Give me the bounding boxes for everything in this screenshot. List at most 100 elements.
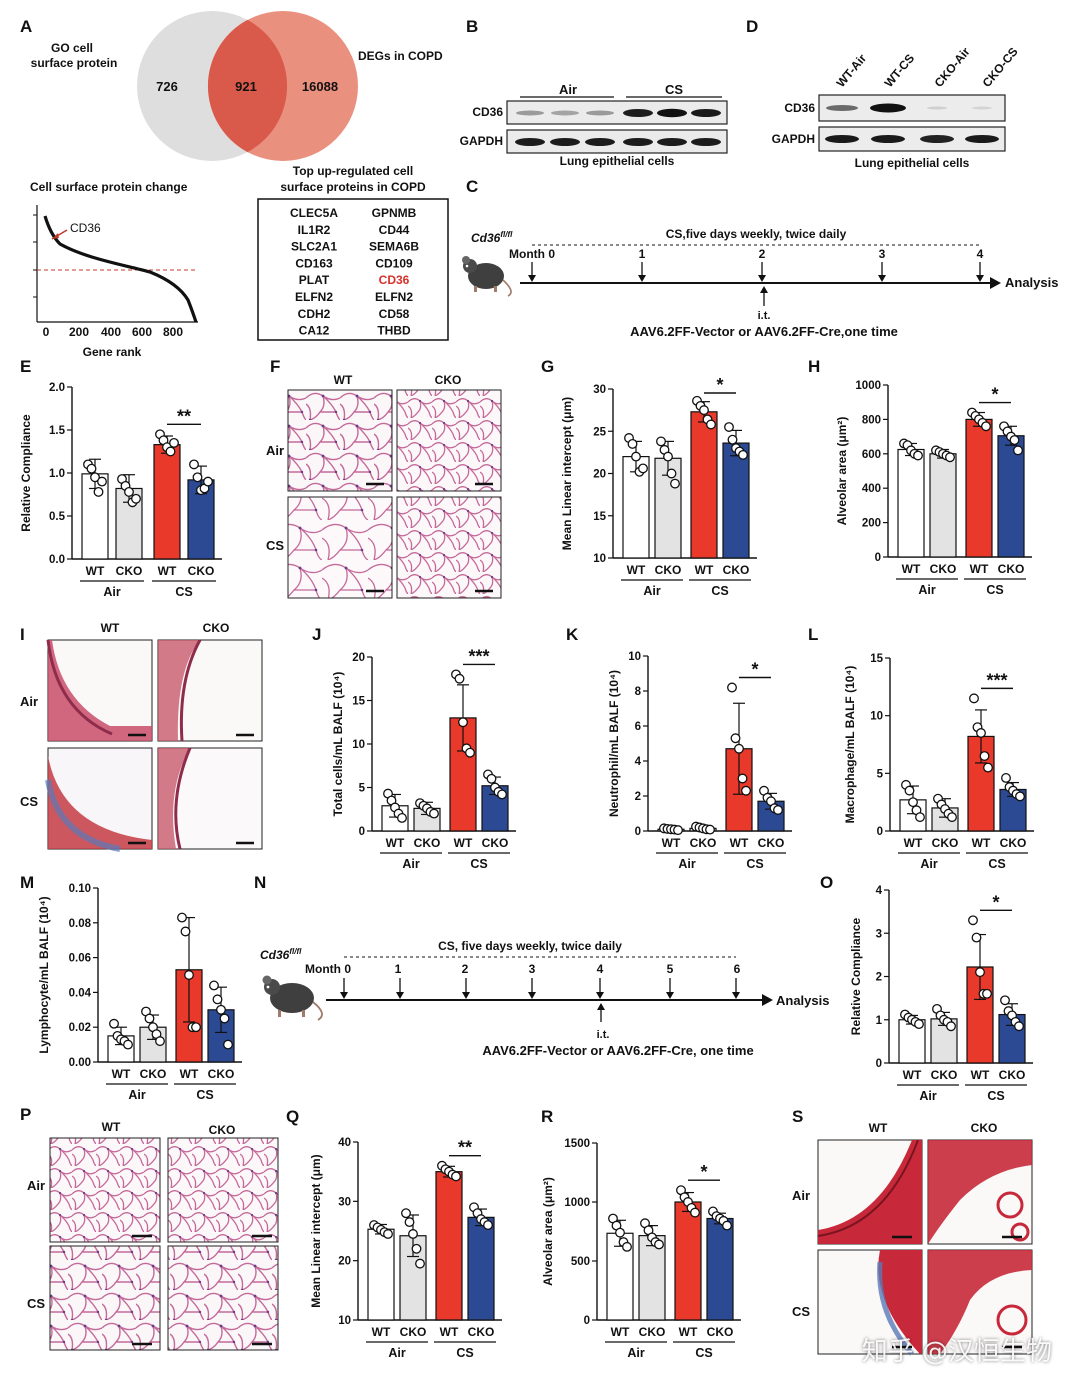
y-tick-label: 1500 xyxy=(564,1138,590,1150)
data-point xyxy=(947,812,957,823)
y-axis-label: Neutrophil/mL BALF (10⁴) xyxy=(607,670,621,817)
panel-q: Q 10 20 30 40 Mean Linear intercept (μm) ** WT C… xyxy=(286,1107,502,1360)
panel-p-col-cko: CKO xyxy=(209,1123,236,1137)
group-label: Air xyxy=(678,857,696,871)
y-tick-label: 10 xyxy=(352,739,365,751)
x-tick-label: WT xyxy=(970,562,989,576)
panel-j: J 0 5 10 15 20 Total cells/mL BALF (10⁴) *** WT C… xyxy=(312,625,516,871)
data-point xyxy=(1015,791,1025,802)
data-point xyxy=(1009,435,1020,445)
y-tick-label: 20 xyxy=(338,1256,351,1268)
data-point xyxy=(90,472,100,483)
x-tick-label: WT xyxy=(679,1325,698,1339)
venn-overlap-count: 921 xyxy=(235,79,257,94)
significance-label: * xyxy=(716,375,723,395)
x-tick-label: WT xyxy=(695,563,714,577)
data-point xyxy=(454,673,465,684)
micrograph-s-wt-air xyxy=(817,1139,923,1245)
panel-n: N Cd36fl/fl CS, five days weekly, twice … xyxy=(254,873,829,1058)
mouse-icon-n xyxy=(262,975,323,1021)
panel-letter-f: F xyxy=(270,357,280,376)
y-tick-label: 500 xyxy=(571,1256,590,1268)
data-point xyxy=(631,451,641,462)
x-tick-label: WT xyxy=(903,1068,922,1082)
data-point xyxy=(189,459,199,470)
y-tick-label: 0.08 xyxy=(69,918,92,930)
x-tick-label: CKO xyxy=(758,836,785,850)
group-label: Air xyxy=(643,584,661,598)
data-point xyxy=(981,421,991,432)
blot-b-group-air: Air xyxy=(559,82,577,97)
significance-label: * xyxy=(700,1162,707,1182)
x-tick-label: WT xyxy=(971,1068,990,1082)
y-axis-label: Relative Compliance xyxy=(19,414,33,532)
panel-f: F WT CKO Air CS xyxy=(266,357,502,599)
data-point xyxy=(219,1013,230,1024)
group-label: Air xyxy=(128,1088,146,1102)
data-point xyxy=(131,493,141,504)
data-point xyxy=(483,1220,493,1231)
data-point xyxy=(979,751,990,761)
x-tick-label: CKO xyxy=(931,1068,958,1082)
timeline-c-month-2: 2 xyxy=(759,247,766,261)
bar-wt-air xyxy=(897,448,925,558)
gene-table-col1-item: CDH2 xyxy=(298,307,331,321)
y-tick-label: 30 xyxy=(593,384,606,396)
blot-d-row-cd36: CD36 xyxy=(784,101,815,115)
panel-letter-k: K xyxy=(566,625,579,644)
x-tick-label: CKO xyxy=(468,1325,495,1339)
data-point xyxy=(486,773,497,784)
timeline-c-treatment: AAV6.2FF-Vector or AAV6.2FF-Cre,one time xyxy=(630,324,898,339)
panel-i-col-wt: WT xyxy=(101,621,120,635)
y-tick-label: 1.0 xyxy=(49,468,65,480)
bar-wt-cs xyxy=(690,411,718,559)
y-tick-label: 15 xyxy=(352,696,365,708)
significance-label: ** xyxy=(177,406,191,426)
timeline-n-end: Analysis xyxy=(776,993,829,1008)
x-tick-label: CKO xyxy=(482,836,509,850)
data-point xyxy=(415,1258,425,1269)
y-axis-label: Alveolar area (μm²) xyxy=(835,417,849,526)
micrograph-i-wt-cs xyxy=(45,747,153,852)
panel-s-col-cko: CKO xyxy=(971,1121,998,1135)
y-tick-label: 1 xyxy=(876,1015,883,1027)
venn-left-count: 726 xyxy=(156,79,178,94)
group-label: Air xyxy=(103,585,121,599)
significance-label: *** xyxy=(468,646,489,666)
data-point xyxy=(212,994,223,1005)
micrograph-i-cko-cs xyxy=(157,747,263,850)
y-axis-label: Total cells/mL BALF (10⁴) xyxy=(331,672,345,817)
x-tick-label: WT xyxy=(386,836,405,850)
bar-cko-air xyxy=(399,1235,427,1321)
data-point xyxy=(737,773,748,784)
group-label: CS xyxy=(695,1346,712,1360)
group-label: CS xyxy=(711,584,728,598)
data-point xyxy=(722,1220,732,1231)
y-tick-label: 20 xyxy=(593,469,606,481)
data-point xyxy=(404,1217,415,1228)
data-point xyxy=(738,449,748,460)
panel-i-row-cs: CS xyxy=(20,794,38,809)
gene-table: CLEC5A IL1R2 SLC2A1 CD163 PLAT ELFN2 CDH2 CA12 G… xyxy=(290,206,419,338)
bar-wt-air xyxy=(367,1228,395,1321)
gene-table-highlight-cd36: CD36 xyxy=(379,273,410,287)
y-tick-label: 0 xyxy=(635,826,641,838)
y-tick-label: 1.5 xyxy=(49,425,66,437)
panel-h: H 0 200 400 600 800 1000 Alveolar area (μm²) * WT… xyxy=(808,357,1032,597)
y-tick-label: 10 xyxy=(870,711,883,723)
panel-l: L 0 5 10 15 Macrophage/mL BALF (10⁴) *** WT CKO W… xyxy=(808,625,1034,871)
data-point xyxy=(401,1208,411,1219)
data-point xyxy=(451,1171,461,1182)
group-label: Air xyxy=(388,1346,406,1360)
data-point xyxy=(209,980,219,991)
timeline-n-title: CS, five days weekly, twice daily xyxy=(438,939,622,953)
bar-wt-cs xyxy=(153,444,181,560)
panel-s-row-cs: CS xyxy=(792,1304,810,1319)
panel-letter-b: B xyxy=(466,17,478,36)
data-point xyxy=(968,915,978,926)
gene-table-title-1: Top up-regulated cell xyxy=(293,164,413,178)
data-point xyxy=(773,805,783,815)
significance-label: *** xyxy=(986,670,1007,690)
panel-f-col-wt: WT xyxy=(334,373,353,387)
timeline-c-month-4: 4 xyxy=(977,247,984,261)
